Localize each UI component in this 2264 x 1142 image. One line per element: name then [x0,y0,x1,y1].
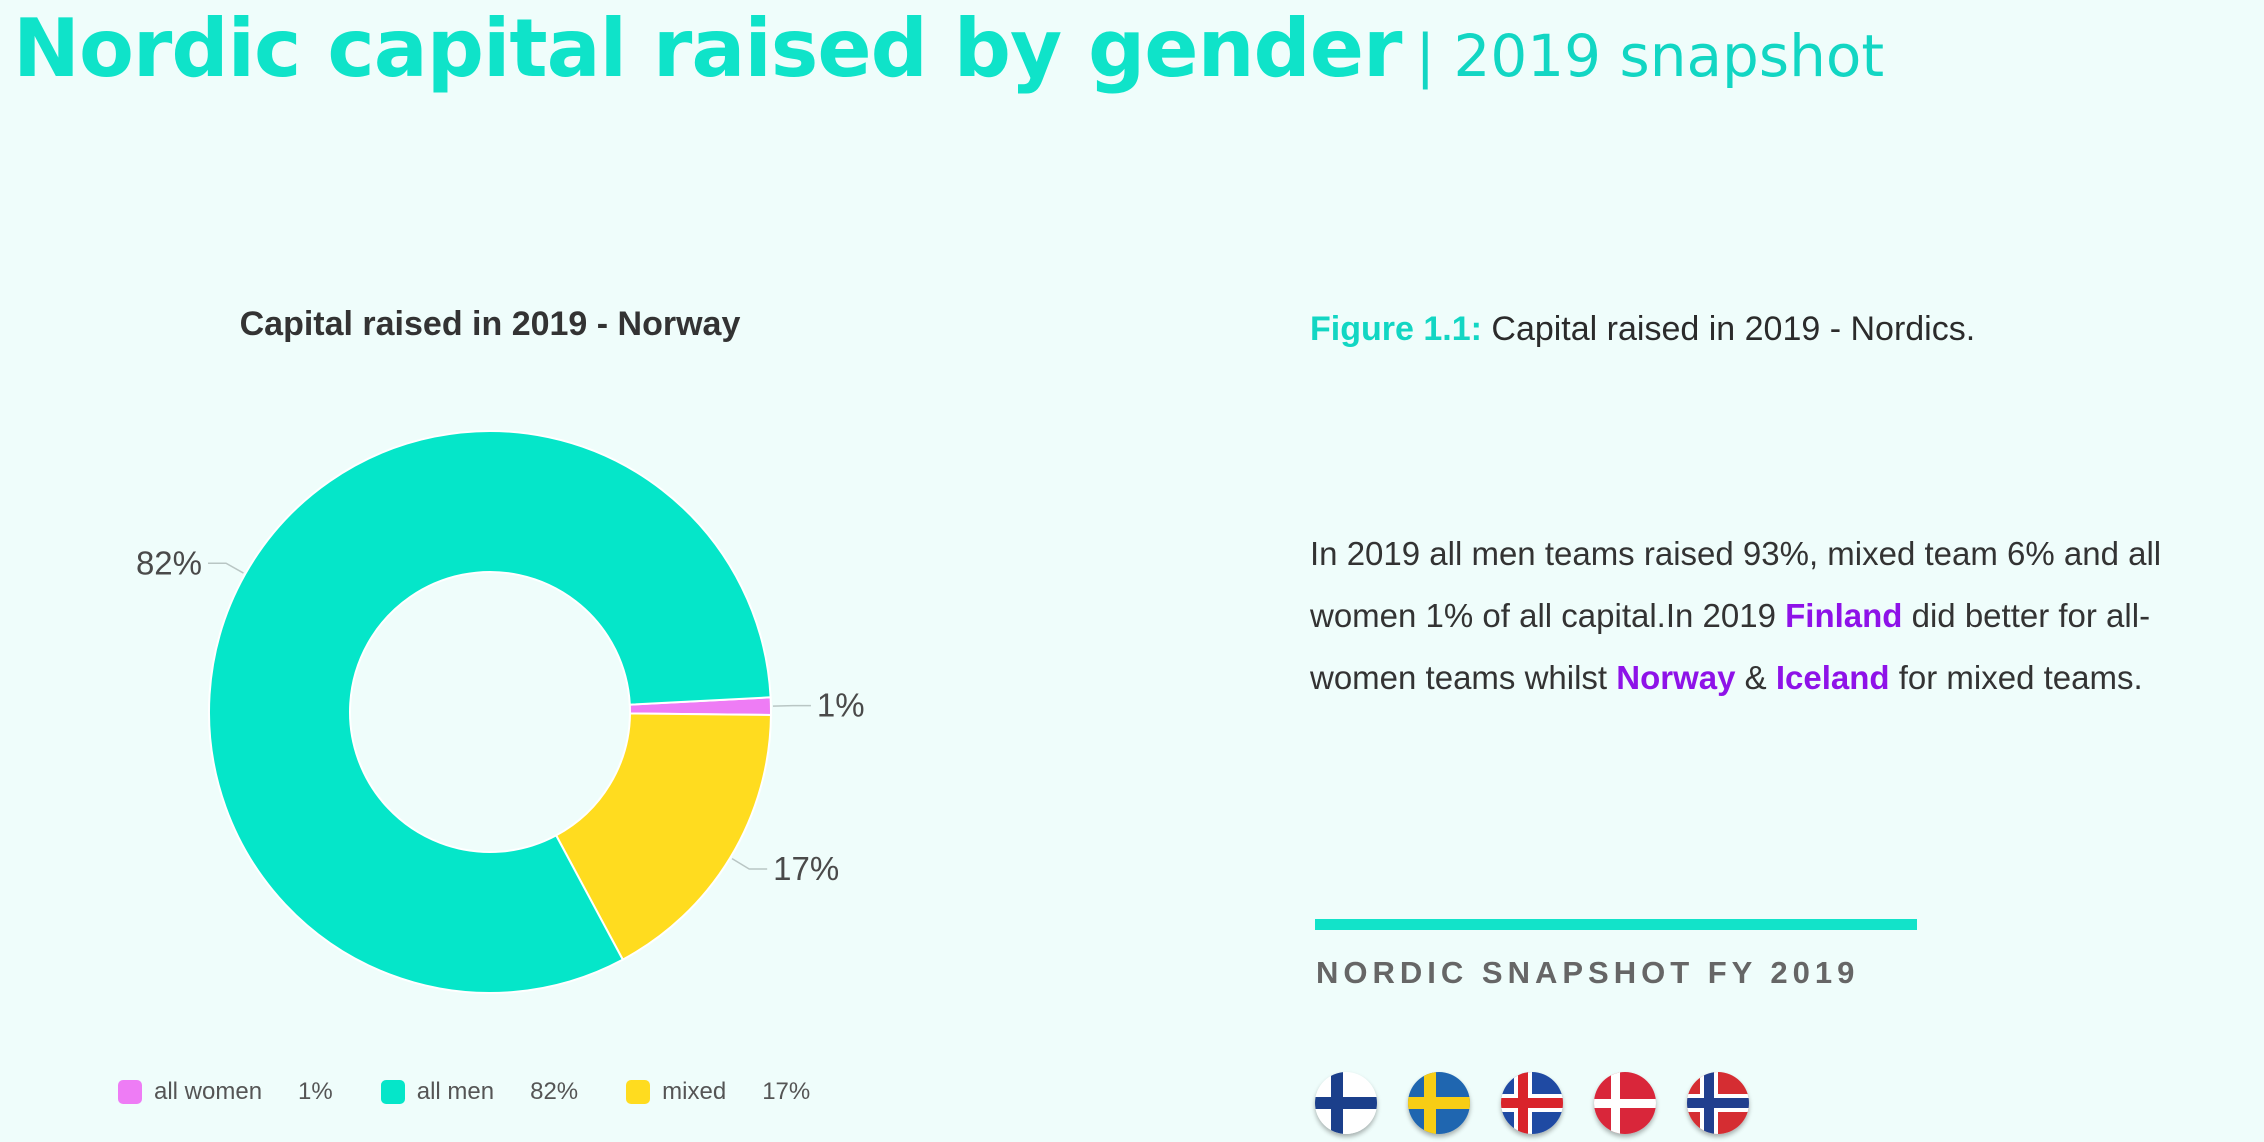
legend-item-all-men[interactable]: all men 82% [380,1078,579,1106]
legend-swatch-all-men [380,1080,405,1104]
donut-slice-mixed[interactable] [554,712,772,962]
paragraph-text-3: & [1735,659,1776,696]
norway-flag-icon[interactable] [1687,1072,1749,1134]
chart-title: Capital raised in 2019 - Norway [239,305,741,343]
donut-chart: 1% 17% 82% [136,430,865,994]
legend-label-all-men: all men [416,1078,495,1105]
highlight-finland: Finland [1785,597,1903,634]
legend-item-mixed[interactable]: mixed 17% [626,1078,810,1106]
legend-label-all-women: all women [154,1078,263,1105]
snapshot-heading: NORDIC SNAPSHOT FY 2019 [1316,955,1860,990]
legend-value-mixed: 17% [762,1078,811,1105]
summary-paragraph: In 2019 all men teams raised 93%, mixed … [1310,523,2210,709]
page-title-main: Nordic capital raised by gender [13,2,1402,95]
section-divider [1315,919,1917,930]
donut-slice-all-men[interactable] [208,430,772,994]
slice-label-mixed: 17% [773,850,839,887]
finland-flag-icon[interactable] [1315,1072,1377,1134]
slice-label-all-men: 82% [136,544,202,581]
slice-label-all-women: 1% [817,687,865,724]
leader-line-mixed [731,857,768,870]
figure-caption-text: Capital raised in 2019 - Nordics. [1481,310,1976,348]
highlight-norway: Norway [1616,659,1736,696]
legend-value-all-women: 1% [298,1078,333,1105]
figure-label: Figure 1.1: [1310,310,1482,348]
figure-caption: Figure 1.1: Capital raised in 2019 - Nor… [1310,310,1975,349]
legend-label-mixed: mixed [662,1078,727,1105]
legend-value-all-men: 82% [530,1078,579,1105]
leader-line-all-men [208,562,244,574]
sweden-flag-icon[interactable] [1408,1072,1470,1134]
paragraph-text-2: did better for all-women teams whilst [1310,597,2151,696]
legend-item-all-women[interactable]: all women 1% [118,1078,333,1106]
legend-swatch-mixed [626,1080,651,1104]
chart-legend: all women 1% all men 82% mixed 17% [118,1078,858,1106]
denmark-flag-icon[interactable] [1594,1072,1656,1134]
highlight-iceland: Iceland [1775,659,1890,696]
page-title-sub: | 2019 snapshot [1415,22,1885,90]
paragraph-text-4: for mixed teams. [1889,659,2143,696]
page-title: Nordic capital raised by gender | 2019 sn… [13,2,1884,95]
iceland-flag-icon[interactable] [1501,1072,1563,1134]
legend-swatch-all-women [118,1080,142,1104]
paragraph-text-1: In 2019 all men teams raised 93%, mixed … [1310,535,2162,634]
